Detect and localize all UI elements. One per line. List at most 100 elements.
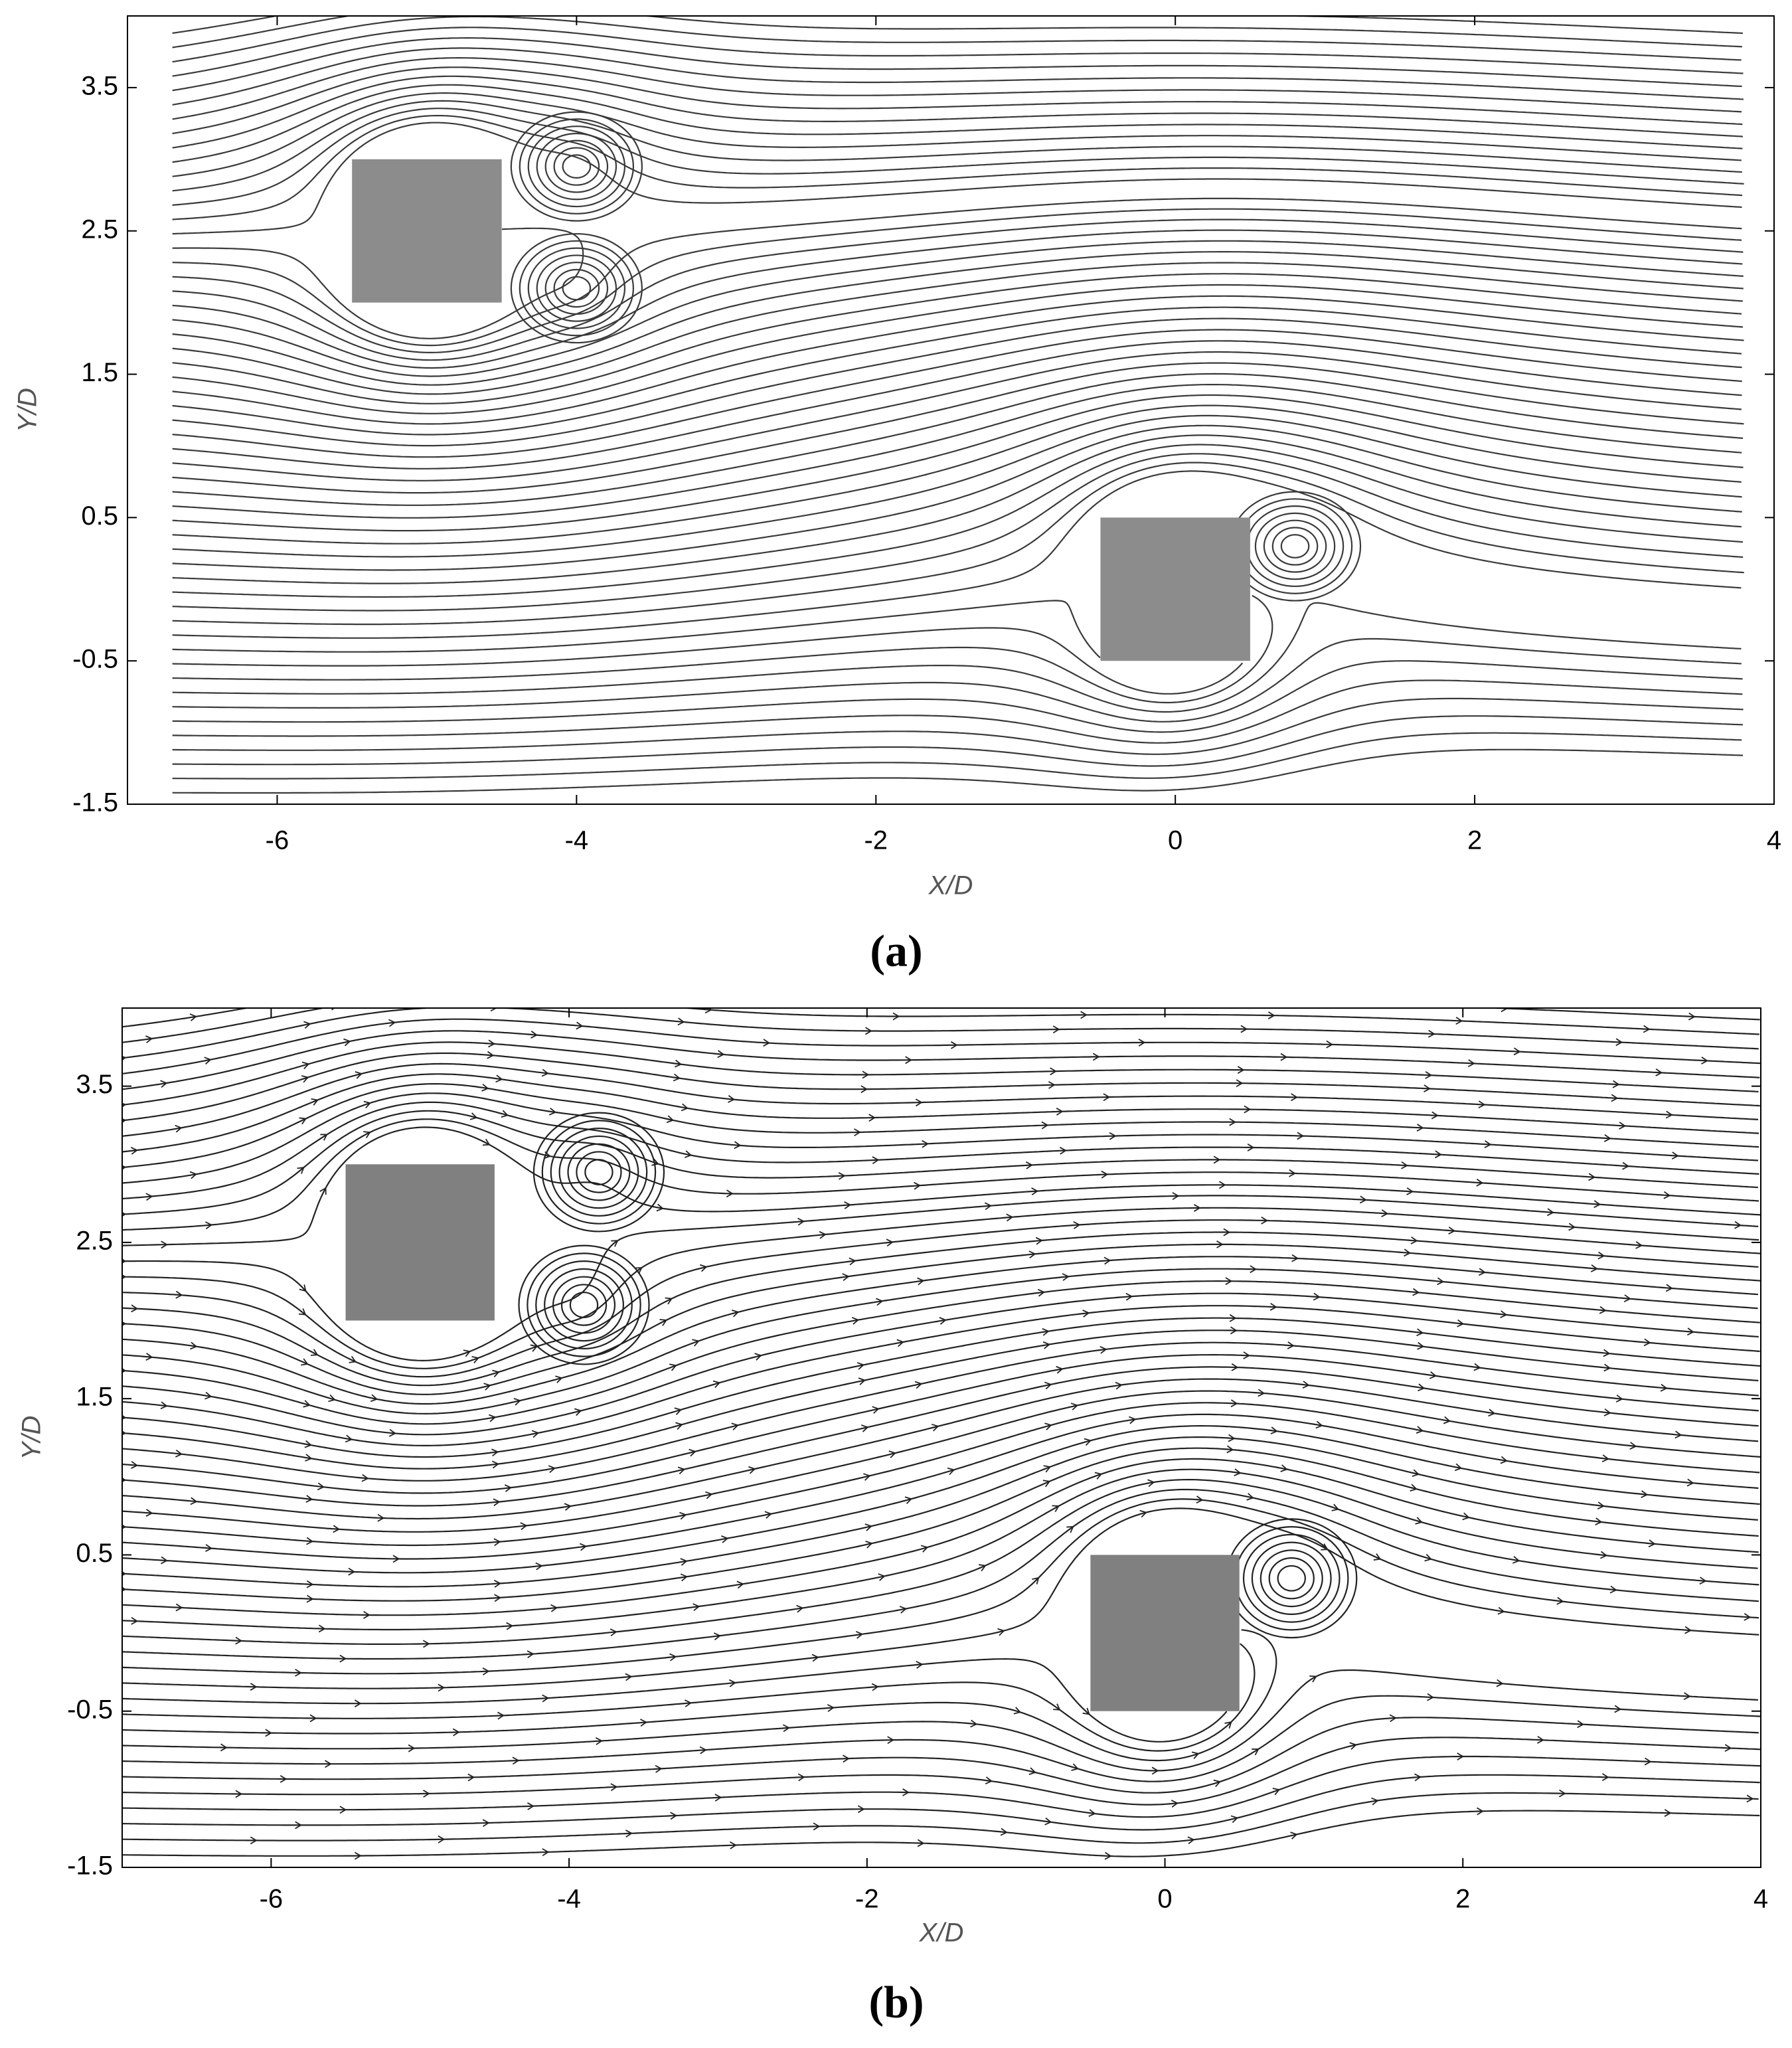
chart-panel: -6 -4 -2 0 2 4 -1.5 -0.5 0.5 1.5 2.5 3.5 X/D Y/D (b) bbox=[17, 981, 1768, 2027]
vortex-ring bbox=[576, 1151, 622, 1193]
streamline bbox=[172, 66, 1743, 135]
streamline bbox=[122, 1498, 1759, 1675]
x-axis-label: X/D bbox=[928, 871, 973, 900]
streamline bbox=[172, 329, 1742, 458]
streamline bbox=[172, 594, 1273, 704]
vortex-ring bbox=[544, 262, 609, 315]
y-axis-label: Y/D bbox=[13, 388, 42, 432]
streamline bbox=[122, 1195, 1759, 1362]
streamline bbox=[172, 748, 1744, 794]
streamline bbox=[122, 1292, 1759, 1436]
vortex-ring bbox=[541, 1120, 657, 1225]
streamline bbox=[122, 1083, 1759, 1169]
streamline bbox=[122, 1458, 1759, 1616]
streamline bbox=[122, 1008, 1760, 1028]
y-tick-label: -0.5 bbox=[67, 1695, 113, 1724]
streamline bbox=[172, 27, 1744, 77]
x-tick-label: -6 bbox=[260, 1885, 284, 1914]
streamline bbox=[122, 1695, 1761, 1782]
streamline bbox=[122, 1447, 1759, 1602]
vortex-ring bbox=[584, 1159, 613, 1185]
streamline bbox=[122, 1008, 1759, 1043]
x-tick-label: 0 bbox=[1168, 826, 1182, 855]
streamline bbox=[172, 273, 1742, 404]
flow-arrow bbox=[490, 1008, 497, 1012]
vortex-ring bbox=[567, 1143, 631, 1201]
streamline bbox=[172, 679, 1743, 744]
streamline bbox=[122, 1207, 1759, 1369]
vortex-ring bbox=[527, 1252, 641, 1357]
streamline bbox=[172, 208, 1742, 353]
flow-arrow bbox=[938, 998, 944, 1005]
streamline bbox=[172, 340, 1742, 469]
streamline bbox=[172, 424, 1742, 571]
vortex-ring bbox=[1242, 1533, 1341, 1623]
flow-arrow bbox=[563, 981, 569, 988]
streamline bbox=[122, 1126, 1761, 1246]
y-tick-label: 0.5 bbox=[81, 501, 118, 531]
flow-arrow bbox=[1313, 999, 1319, 1005]
streamline bbox=[172, 362, 1744, 494]
vortex-ring bbox=[544, 1268, 624, 1342]
streamline bbox=[122, 1341, 1759, 1482]
y-tick-label: 2.5 bbox=[76, 1226, 113, 1255]
flow-arrow bbox=[331, 1008, 335, 1011]
y-tick-label: -0.5 bbox=[72, 645, 118, 674]
streamline bbox=[172, 414, 1742, 558]
streamline bbox=[172, 197, 1742, 347]
streamline bbox=[172, 16, 1743, 35]
x-tick-label: -6 bbox=[266, 826, 289, 855]
plot-frame bbox=[127, 15, 1775, 805]
vortex-ring bbox=[553, 268, 600, 308]
flow-arrow bbox=[1126, 997, 1132, 1003]
streamline bbox=[172, 240, 1744, 377]
streamline bbox=[172, 92, 1742, 177]
streamline bbox=[172, 444, 1744, 598]
streamline bbox=[172, 660, 1743, 733]
streamline bbox=[172, 262, 1743, 395]
streamline bbox=[172, 600, 1101, 659]
vortex-ring bbox=[527, 126, 626, 208]
streamline bbox=[172, 295, 1744, 425]
vortex-ring bbox=[1260, 1549, 1323, 1608]
vortex-ring bbox=[527, 247, 626, 329]
y-tick-label: 1.5 bbox=[81, 358, 118, 387]
x-tick-label: 4 bbox=[1767, 826, 1781, 855]
streamline bbox=[122, 1468, 1758, 1631]
streamline bbox=[122, 1717, 1759, 1794]
vortex-ring bbox=[1246, 505, 1344, 588]
y-tick-label: 3.5 bbox=[76, 1070, 113, 1099]
x-tick-label: 4 bbox=[1753, 1885, 1768, 1914]
x-tick-label: -4 bbox=[565, 826, 589, 855]
streamline bbox=[172, 16, 1742, 63]
streamline bbox=[172, 108, 1744, 206]
streamlines bbox=[122, 981, 1761, 1860]
streamline bbox=[172, 638, 1742, 723]
streamline bbox=[172, 229, 1743, 369]
streamline bbox=[172, 434, 1742, 584]
streamline bbox=[122, 1030, 1760, 1090]
streamline bbox=[172, 84, 1743, 163]
x-tick-label: 2 bbox=[1455, 1885, 1470, 1914]
vortex-ring bbox=[1280, 534, 1310, 558]
streamline bbox=[122, 1774, 1760, 1831]
vortex-ring bbox=[544, 139, 609, 193]
streamline bbox=[122, 1008, 1759, 1059]
chart-panel: -6 -4 -2 0 2 4 -1.5 -0.5 0.5 1.5 2.5 3.5 X/D Y/D (a) bbox=[13, 15, 1781, 976]
streamline bbox=[172, 37, 1742, 92]
streamline bbox=[172, 462, 1744, 626]
vortex-ring bbox=[535, 1260, 633, 1349]
vortex-ring bbox=[536, 254, 617, 322]
panel-label: (a) bbox=[870, 926, 922, 976]
plot-frame bbox=[122, 1007, 1761, 1868]
streamline bbox=[122, 1268, 1758, 1415]
streamline bbox=[172, 284, 1744, 414]
streamline bbox=[172, 47, 1744, 106]
streamline bbox=[172, 122, 1742, 235]
vortex-ring bbox=[552, 1276, 616, 1334]
obstacle bbox=[1100, 517, 1250, 661]
streamline bbox=[122, 1488, 1759, 1660]
vortex-ring bbox=[560, 1284, 608, 1326]
streamline bbox=[172, 373, 1744, 506]
